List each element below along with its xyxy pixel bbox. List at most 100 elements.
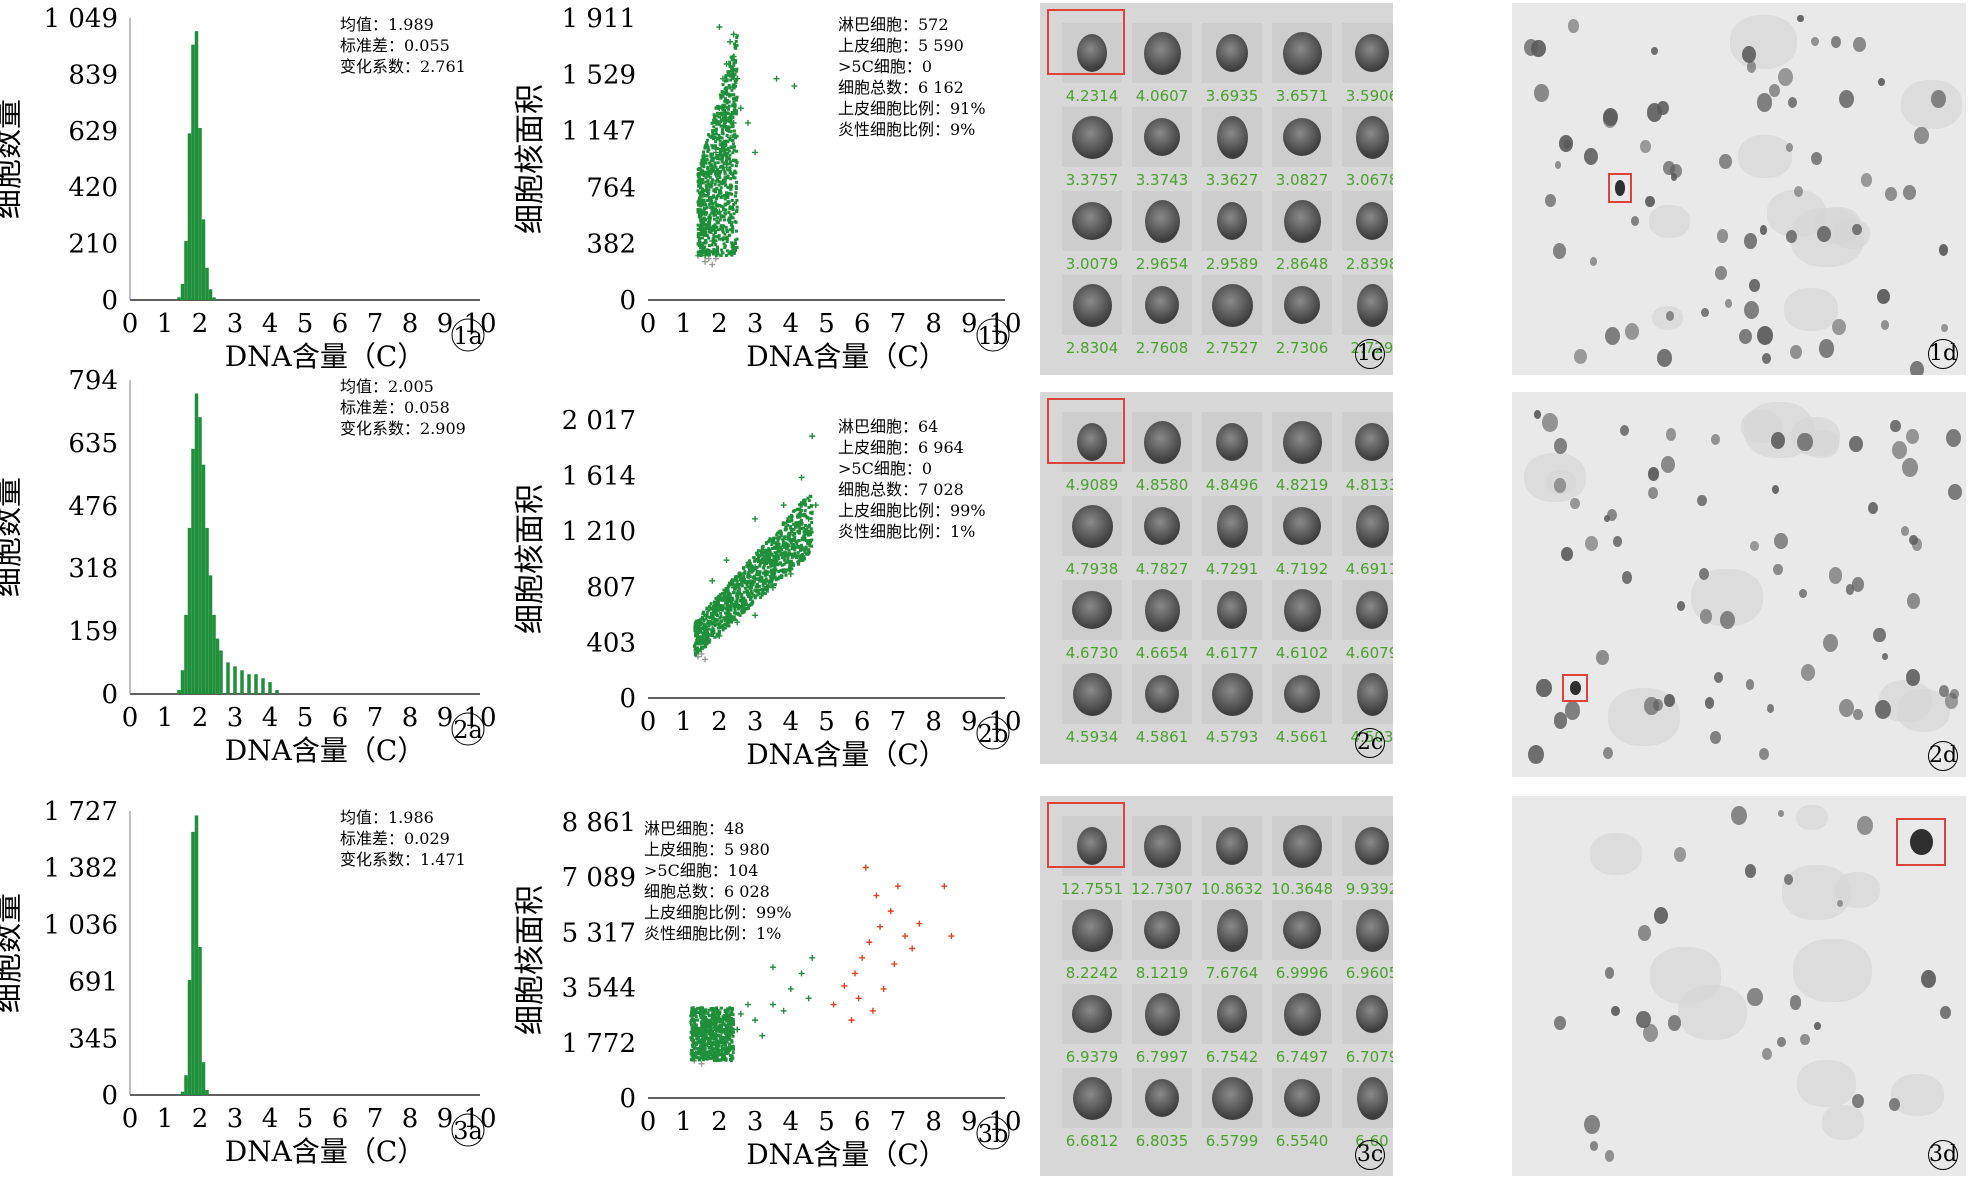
scatter-dot [730, 58, 734, 62]
scatter-dot [703, 146, 707, 150]
scatter-dot [731, 1044, 735, 1048]
scatter-dot [725, 1018, 729, 1022]
cell-nucleus-icon [1553, 1015, 1566, 1030]
highlighted-nucleus-icon [1569, 680, 1581, 696]
scatter-dot [733, 60, 737, 64]
scatter-dot [730, 1009, 734, 1013]
scatter-dot [803, 512, 807, 516]
cell-nucleus-icon [1564, 701, 1581, 721]
scatter-dot [702, 170, 706, 174]
stat-line: 变化系数：2.909 [340, 419, 466, 438]
scatter-dot [707, 605, 711, 609]
scatter-dot [710, 180, 714, 184]
scatter-dot [723, 218, 727, 222]
scatter-dot [705, 606, 709, 610]
scatter-dot [727, 83, 731, 87]
scatter-dot [712, 164, 716, 168]
scatter-dot [709, 614, 713, 618]
cell-dna-value: 2.8398 [1345, 255, 1393, 273]
nucleus-icon [1283, 911, 1321, 949]
scatter-dot [711, 252, 715, 256]
scatter-dot [720, 598, 724, 602]
stat-line: 炎性细胞比例：1% [838, 522, 975, 541]
scatter-dot [731, 84, 735, 88]
cell-nucleus-icon [1698, 567, 1710, 581]
scatter-dot [733, 79, 737, 83]
scatter-dot [706, 145, 710, 149]
x-tick-label: 1 [157, 1104, 174, 1134]
scatter-dot [722, 242, 726, 246]
cell-thumbnail [1342, 107, 1393, 167]
scatter-dot [787, 566, 791, 570]
scatter-dot [750, 570, 754, 574]
scatter-dot [769, 560, 773, 564]
scatter-dot [721, 103, 725, 107]
scatter-dot [718, 203, 722, 207]
scatter-dot [700, 250, 704, 254]
scatter-dot [692, 1053, 696, 1057]
cell-thumbnail [1132, 664, 1192, 724]
scatter-dot [709, 226, 713, 230]
scatter-dot [713, 121, 717, 125]
panel-label-1d: 1d [1928, 338, 1958, 369]
scatter-dot [732, 578, 736, 582]
scatter-dot [797, 531, 801, 535]
scatter-dot [725, 119, 729, 123]
cell-thumbnail [1272, 900, 1332, 960]
panel-label-text: 2b [978, 720, 1009, 748]
scatter-dot [704, 617, 708, 621]
scatter-dot [715, 1027, 719, 1031]
y-tick-label: 210 [68, 230, 118, 260]
scatter-dot [706, 227, 710, 231]
y-tick-label: 7 089 [562, 863, 636, 893]
scatter-dot [696, 632, 700, 636]
x-axis-label: DNA含量（C） [746, 340, 947, 373]
scatter-dot [770, 580, 774, 584]
scatter-dot [789, 553, 793, 557]
scatter-dot [695, 1011, 699, 1015]
scatter-dot [697, 235, 701, 239]
nucleus-icon [1282, 420, 1322, 464]
scatter-dot [730, 1032, 734, 1036]
cell-nucleus-icon [1874, 700, 1891, 720]
cell-thumbnail [1202, 191, 1262, 251]
scatter-dot [767, 538, 771, 542]
scatter-dot [754, 566, 758, 570]
cell-nucleus-icon [1535, 678, 1552, 698]
scatter-point [869, 1007, 876, 1014]
scatter-dot [705, 234, 709, 238]
scatter-dot [722, 162, 726, 166]
scatter-dot [727, 620, 731, 624]
scatter-dot [697, 197, 701, 201]
scatter-dot [806, 533, 810, 537]
scatter-dot [735, 205, 739, 209]
y-tick-label: 1 049 [44, 4, 118, 34]
scatter-dot [706, 199, 710, 203]
cell-nucleus-icon [1630, 216, 1639, 226]
scatter-dot [720, 619, 724, 623]
scatter-dot [701, 154, 705, 158]
scatter-dot [707, 244, 711, 248]
scatter-dot [732, 93, 736, 97]
scatter-point [769, 964, 776, 971]
stat-line: 上皮细胞比例：99% [838, 501, 986, 520]
scatter-dot [786, 537, 790, 541]
scatter-dot [702, 201, 706, 205]
scatter-dot [705, 154, 709, 158]
cytoplasm-blob [1767, 189, 1826, 237]
scatter-dot [694, 1034, 698, 1038]
scatter-point [855, 995, 862, 1002]
scatter-dot [700, 1024, 704, 1028]
y-tick-label: 8 861 [562, 808, 636, 838]
cell-thumbnail [1132, 984, 1192, 1044]
scatter-dot [700, 190, 704, 194]
scatter-dot [719, 1006, 723, 1010]
nucleus-icon [1283, 588, 1321, 632]
scatter-dot [763, 569, 767, 573]
scatter-dot [694, 621, 698, 625]
cell-thumbnail [1202, 816, 1262, 876]
scatter-dot [809, 544, 813, 548]
scatter-dot [722, 110, 726, 114]
x-tick-label: 6 [332, 1104, 349, 1134]
cell-nucleus-icon [1839, 699, 1855, 718]
